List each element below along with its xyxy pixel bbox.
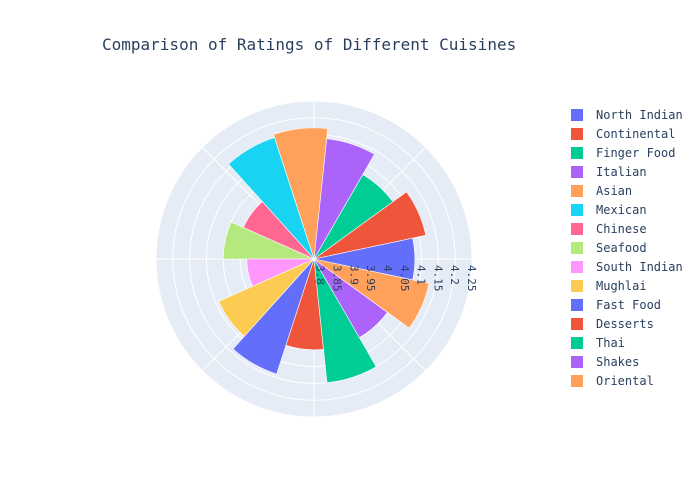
legend-swatch — [571, 280, 583, 292]
legend-item[interactable]: Shakes — [571, 355, 639, 369]
bar-mexican[interactable] — [228, 137, 315, 260]
radial-tick-label: 4 — [381, 265, 394, 272]
legend-item[interactable]: Continental — [571, 127, 675, 141]
legend-label: Continental — [596, 127, 675, 141]
bar-fast-food[interactable] — [232, 258, 315, 375]
legend-item[interactable]: Thai — [571, 336, 625, 350]
bar-oriental[interactable] — [313, 258, 430, 329]
radial-tick-label: 4.25 — [465, 265, 478, 292]
legend-item[interactable]: Fast Food — [571, 298, 661, 312]
polar-area: 3.8 3.85 3.9 3.95 4 4.05 4.1 4.15 4.2 4.25 — [155, 100, 478, 418]
legend-item[interactable]: Chinese — [571, 222, 647, 236]
legend-swatch — [571, 128, 583, 140]
radial-tick-label: 3.95 — [364, 265, 377, 292]
radial-tick-label: 3.8 — [314, 265, 327, 285]
legend-swatch — [571, 299, 583, 311]
bar-asian[interactable] — [273, 127, 329, 260]
legend-label: Desserts — [596, 317, 654, 331]
legend-item[interactable]: Mexican — [571, 203, 647, 217]
legend-item[interactable]: North Indian — [571, 108, 683, 122]
legend-label: North Indian — [596, 108, 683, 122]
legend-label: Asian — [596, 184, 632, 198]
legend-item[interactable]: Mughlai — [571, 279, 647, 293]
legend-swatch — [571, 185, 583, 197]
legend-label: Mexican — [596, 203, 647, 217]
legend-item[interactable]: Desserts — [571, 317, 654, 331]
legend-item[interactable]: Oriental — [571, 374, 654, 388]
legend-label: South Indian — [596, 260, 683, 274]
chart-title: Comparison of Ratings of Different Cuisi… — [102, 35, 516, 54]
legend-label: Finger Food — [596, 146, 675, 160]
radial-grid-circle — [155, 100, 473, 418]
legend-item[interactable]: Finger Food — [571, 146, 675, 160]
legend-swatch — [571, 356, 583, 368]
radial-tick-label: 4.05 — [398, 265, 411, 292]
legend-swatch — [571, 261, 583, 273]
legend-item[interactable]: South Indian — [571, 260, 683, 274]
legend-label: Oriental — [596, 374, 654, 388]
legend-item[interactable]: Seafood — [571, 241, 647, 255]
legend-swatch — [571, 166, 583, 178]
legend-swatch — [571, 147, 583, 159]
legend-swatch — [571, 109, 583, 121]
radial-tick-label: 4.1 — [415, 265, 428, 285]
legend-item[interactable]: Asian — [571, 184, 632, 198]
legend-label: Shakes — [596, 355, 639, 369]
legend-swatch — [571, 375, 583, 387]
legend-label: Seafood — [596, 241, 647, 255]
radial-tick-label: 4.2 — [448, 265, 461, 285]
bar-thai[interactable] — [313, 258, 377, 384]
radial-tick-label: 3.9 — [347, 265, 360, 285]
legend-swatch — [571, 204, 583, 216]
legend-swatch — [571, 318, 583, 330]
radial-tick-label: 4.15 — [431, 265, 444, 292]
radial-tick-label: 3.85 — [331, 265, 344, 292]
legend-label: Fast Food — [596, 298, 661, 312]
bar-seafood[interactable] — [222, 221, 315, 260]
legend-swatch — [571, 223, 583, 235]
legend: North Indian Continental Finger Food Italia… — [571, 108, 683, 388]
legend-label: Thai — [596, 336, 625, 350]
bar-continental[interactable] — [313, 191, 427, 260]
radial-grid-circle — [172, 117, 456, 401]
legend-swatch — [571, 242, 583, 254]
legend-swatch — [571, 337, 583, 349]
legend-item[interactable]: Italian — [571, 165, 647, 179]
legend-label: Chinese — [596, 222, 647, 236]
legend-label: Italian — [596, 165, 647, 179]
legend-label: Mughlai — [596, 279, 647, 293]
